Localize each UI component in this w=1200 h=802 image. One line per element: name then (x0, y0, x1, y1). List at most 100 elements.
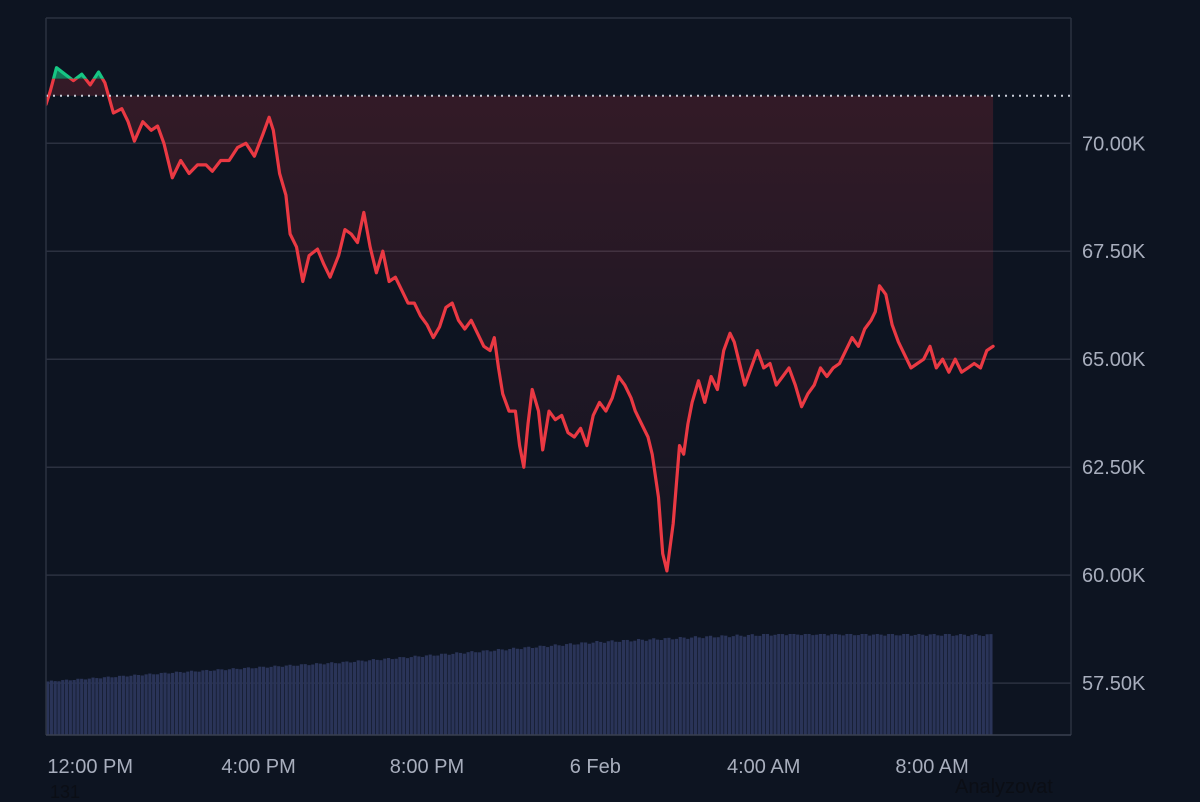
volume-bar (701, 638, 705, 735)
volume-bar (220, 669, 224, 735)
volume-bar (921, 634, 925, 735)
volume-bar (667, 637, 671, 735)
volume-bar (405, 658, 410, 735)
volume-bar (57, 681, 61, 735)
volume-bar (330, 662, 334, 735)
volume-bar (758, 635, 762, 735)
volume-bar (818, 634, 823, 735)
volume-bar (690, 637, 694, 735)
volume-bar (671, 639, 675, 735)
volume-bar (95, 678, 99, 735)
volume-bar (602, 642, 607, 735)
volume-bar (61, 680, 65, 735)
volume-bar (182, 672, 186, 735)
volume-bar (727, 637, 732, 735)
volume-bar (466, 652, 470, 735)
volume-bar (462, 653, 466, 735)
volume-bar (64, 679, 69, 735)
volume-bar (485, 650, 489, 735)
volume-bar (917, 634, 921, 735)
volume-bar (277, 666, 281, 735)
volume-bar (364, 661, 368, 735)
volume-bar (970, 634, 974, 735)
volume-bar (955, 635, 959, 735)
volume-bar (894, 635, 898, 735)
volume-bar (845, 634, 849, 735)
volume-bar (261, 666, 266, 735)
volume-bar (455, 652, 459, 735)
volume-bar (83, 679, 88, 735)
volume-bar (561, 645, 565, 735)
volume-bar (470, 651, 474, 735)
volume-bar (314, 663, 319, 735)
volume-bar (724, 635, 728, 735)
volume-bar (750, 634, 754, 735)
volume-bar (887, 634, 891, 735)
volume-bar (625, 639, 629, 735)
volume-bar (890, 634, 895, 735)
volume-bar (121, 675, 125, 735)
y-tick-label: 65.00K (1082, 349, 1146, 371)
volume-bar (587, 643, 591, 735)
volume-bar (402, 657, 406, 735)
volume-bar (424, 655, 429, 735)
volume-bar (171, 672, 175, 735)
volume-bar (296, 665, 300, 735)
volume-bar (720, 635, 724, 735)
volume-bar (447, 654, 451, 735)
volume-bar (273, 665, 277, 735)
volume-bar (868, 635, 872, 735)
volume-bar (773, 634, 777, 735)
volume-bar (246, 667, 250, 735)
volume-bar (762, 634, 766, 735)
volume-bar (458, 652, 463, 735)
volume-bar (576, 644, 580, 735)
volume-bar (633, 640, 637, 735)
volume-bar (110, 677, 114, 735)
price-lines (46, 66, 1071, 573)
volume-bar (542, 645, 546, 735)
volume-bar (451, 653, 455, 735)
volume-bar (80, 678, 84, 735)
volume-bar (379, 660, 383, 735)
volume-bar (140, 675, 144, 735)
volume-bar (883, 635, 887, 735)
volume-bar (538, 645, 542, 735)
volume-bar (318, 663, 322, 735)
volume-bar (834, 634, 838, 735)
y-axis-ticks: 70.00K 67.50K 65.00K 62.50K 60.00K 57.50K (1082, 133, 1146, 695)
volume-bar (99, 678, 103, 735)
price-area-below-reference (46, 78, 994, 571)
volume-bar (659, 639, 663, 735)
volume-bar (159, 672, 163, 735)
volume-bar (394, 658, 398, 735)
y-tick-label: 67.50K (1082, 241, 1146, 263)
volume-bar (565, 644, 569, 735)
volume-bar (708, 635, 713, 735)
volume-bar (981, 636, 985, 735)
volume-bar (371, 659, 375, 735)
volume-bar (91, 677, 95, 735)
volume-bar (769, 635, 773, 735)
volume-bar (432, 655, 436, 735)
volume-bar (644, 640, 648, 735)
volume-bar (136, 675, 141, 735)
volume-bar (515, 648, 519, 735)
volume-bar (474, 652, 478, 735)
volume-bar (129, 675, 133, 735)
volume-bar (341, 661, 345, 735)
price-line-below-reference (46, 78, 995, 573)
volume-bar (398, 657, 402, 735)
analyze-link[interactable]: Analyzovat (955, 776, 1053, 798)
volume-bar (788, 634, 792, 735)
volume-bar (193, 671, 197, 735)
volume-bar (693, 636, 698, 735)
volume-bar (46, 681, 50, 735)
volume-bar (76, 678, 80, 735)
volume-bar (239, 669, 243, 735)
volume-bar (875, 634, 879, 735)
volume-bar (780, 634, 785, 735)
volume-bar (508, 648, 512, 735)
volume-bar (303, 664, 307, 735)
